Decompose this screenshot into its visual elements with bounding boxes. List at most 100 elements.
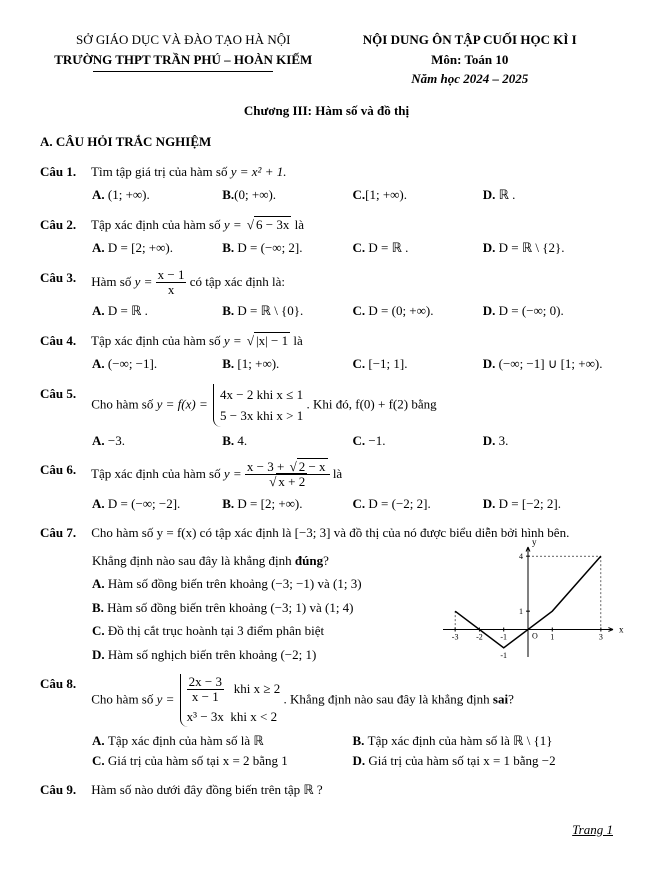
nam: Năm học 2024 – 2025 [327,69,614,89]
q4-label: Câu 4. [40,331,88,351]
q6-A: D = (−∞; −2]. [108,496,180,511]
q2-post: là [295,217,304,232]
truong: TRƯỜNG THPT TRẦN PHÚ – HOÀN KIẾM [40,50,327,70]
svg-text:1: 1 [550,632,554,641]
q5-A: −3. [108,433,125,448]
q4-A: (−∞; −1]. [108,356,157,371]
q7-C: Đồ thị cắt trục hoành tại 3 điểm phân bi… [108,623,324,638]
q7-chart: xyO-3-2-11314-1 [443,547,613,657]
q8-B: Tập xác định của hàm số là ℝ \ {1} [368,733,553,748]
q1-formula: y = x² + 1. [231,164,287,179]
svg-text:-1: -1 [500,651,507,660]
q4-text: Tập xác định của hàm số [91,333,224,348]
q3-C: D = (0; +∞). [368,303,433,318]
q6-label: Câu 6. [40,460,88,480]
piecewise: 4x − 2 khi x ≤ 1 5 − 3x khi x > 1 [213,384,303,427]
q1-B: (0; +∞). [234,187,276,202]
q2-text: Tập xác định của hàm số [91,217,224,232]
q3-B: D = ℝ \ {0}. [237,303,303,318]
svg-text:-2: -2 [476,632,483,641]
fraction: x − 1 x [156,268,187,298]
question-5: Câu 5. Cho hàm số y = f(x) = 4x − 2 khi … [40,384,613,427]
q7-B: Hàm số đồng biến trên khoảng (−3; 1) và … [107,600,353,615]
page-footer: Trang 1 [40,820,613,840]
svg-text:3: 3 [599,632,603,641]
q4-pre: y = [224,333,245,348]
q5-answers: A. −3. B. 4. C. −1. D. 3. [92,431,613,451]
q6-B: D = [2; +∞). [237,496,302,511]
question-8: Câu 8. Cho hàm số y = 2x − 3 x − 1 khi x… [40,674,613,727]
divider [93,71,273,72]
q6-text: Tập xác định của hàm số [91,466,224,481]
q4-D: (−∞; −1] ∪ [1; +∞). [499,356,603,371]
q3-A: D = ℝ . [108,303,148,318]
piecewise: 2x − 3 x − 1 khi x ≥ 2 x³ − 3x khi x < 2 [180,674,281,727]
question-9: Câu 9. Hàm số nào dưới đây đồng biến trê… [40,780,613,800]
q9-text: Hàm số nào dưới đây đồng biến trên tập ℝ… [91,782,322,797]
q2-answers: A. D = [2; +∞). B. D = (−∞; 2]. C. D = ℝ… [92,238,613,258]
q4-C: [−1; 1]. [368,356,407,371]
svg-text:1: 1 [519,607,523,616]
q3-label: Câu 3. [40,268,88,288]
q2-C: D = ℝ . [368,240,408,255]
question-7: Câu 7. Cho hàm số y = f(x) có tập xác đị… [40,523,613,543]
q5-text: Cho hàm số [91,396,156,411]
header: SỞ GIÁO DỤC VÀ ĐÀO TẠO HÀ NỘI TRƯỜNG THP… [40,30,613,89]
q1-label: Câu 1. [40,162,88,182]
q7-label: Câu 7. [40,523,88,543]
svg-text:O: O [532,631,538,640]
q2-label: Câu 2. [40,215,88,235]
q7-text: Cho hàm số y = f(x) có tập xác định là [… [91,525,569,540]
fraction: x − 3 + 2 − x x + 2 [245,460,330,490]
q8-C: Giá trị của hàm số tại x = 2 bằng 1 [108,753,288,768]
q1-text: Tìm tập giá trị của hàm số [91,164,231,179]
q3-text: Hàm số [91,273,134,288]
q6-text2: là [333,466,342,481]
svg-text:4: 4 [519,552,523,561]
q3-D: D = (−∞; 0). [499,303,564,318]
q7-A: Hàm số đồng biến trên khoảng (−3; −1) và… [108,576,362,591]
sqrt-icon: 6 − 3x [245,215,291,235]
section-a: A. CÂU HỎI TRẮC NGHIỆM [40,132,613,152]
sqrt-icon: |x| − 1 [245,331,290,351]
q1-answers: A. (1; +∞). B.(0; +∞). C.[1; +∞). D. ℝ . [92,185,613,205]
svg-text:y: y [532,537,537,547]
top-title: NỘI DUNG ÔN TẬP CUỐI HỌC KÌ I [327,30,614,50]
q8-D: Giá trị của hàm số tại x = 1 bằng −2 [368,753,555,768]
q4-B: [1; +∞). [237,356,279,371]
q4-post: là [293,333,302,348]
question-2: Câu 2. Tập xác định của hàm số y = 6 − 3… [40,215,613,235]
question-6: Câu 6. Tập xác định của hàm số y = x − 3… [40,460,613,490]
q5-label: Câu 5. [40,384,88,404]
q8-A: Tập xác định của hàm số là ℝ [108,733,264,748]
q2-pre: y = [224,217,245,232]
q8-text: Cho hàm số [91,692,156,707]
q5-B: 4. [237,433,247,448]
so: SỞ GIÁO DỤC VÀ ĐÀO TẠO HÀ NỘI [40,30,327,50]
q2-A: D = [2; +∞). [108,240,173,255]
question-3: Câu 3. Hàm số y = x − 1 x có tập xác địn… [40,268,613,298]
question-1: Câu 1. Tìm tập giá trị của hàm số y = x²… [40,162,613,182]
q9-label: Câu 9. [40,780,88,800]
question-4: Câu 4. Tập xác định của hàm số y = |x| −… [40,331,613,351]
mon: Môn: Toán 10 [327,50,614,70]
q2-D: D = ℝ \ {2}. [499,240,565,255]
q1-C: [1; +∞). [365,187,407,202]
svg-text:x: x [619,624,624,634]
q6-answers: A. D = (−∞; −2]. B. D = [2; +∞). C. D = … [92,494,613,514]
q5-text2: . Khi đó, f(0) + f(2) bằng [307,396,437,411]
q3-answers: A. D = ℝ . B. D = ℝ \ {0}. C. D = (0; +∞… [92,301,613,321]
q1-D: ℝ . [499,187,516,202]
q2-B: D = (−∞; 2]. [237,240,302,255]
q5-C: −1. [368,433,385,448]
q6-C: D = (−2; 2]. [368,496,430,511]
svg-text:-3: -3 [452,632,459,641]
q6-D: D = [−2; 2]. [499,496,561,511]
q8-answers: A. Tập xác định của hàm số là ℝ B. Tập x… [92,731,613,770]
chapter-title: Chương III: Hàm số và đồ thị [40,101,613,121]
svg-text:-1: -1 [500,632,507,641]
q1-A: (1; +∞). [108,187,150,202]
q5-D: 3. [499,433,509,448]
q4-answers: A. (−∞; −1]. B. [1; +∞). C. [−1; 1]. D. … [92,354,613,374]
chart-svg: xyO-3-2-11314-1 [443,547,613,657]
